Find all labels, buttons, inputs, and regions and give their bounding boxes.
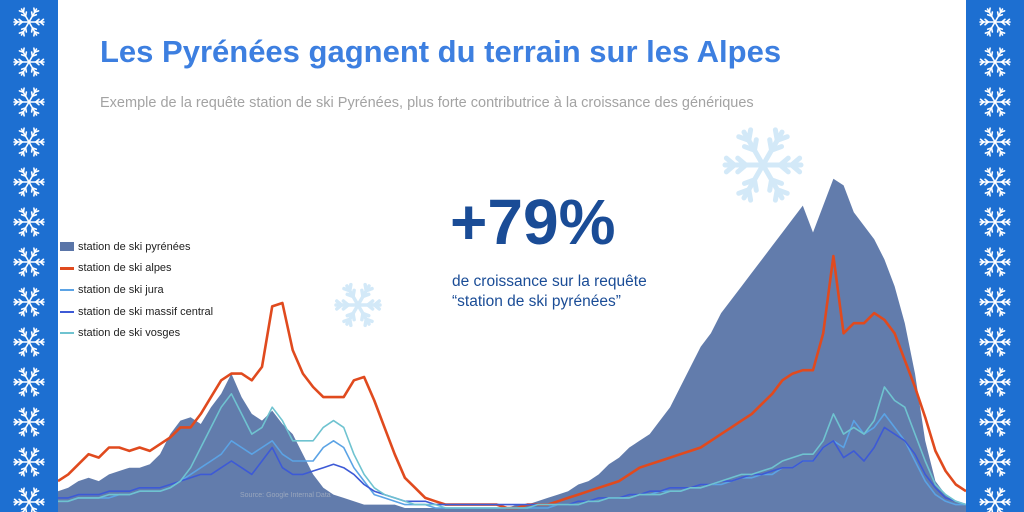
growth-description-line1: de croissance sur la requête (452, 273, 647, 290)
legend-swatch (60, 332, 74, 335)
legend-item: station de ski alpes (60, 258, 213, 280)
legend-label: station de ski massif central (78, 305, 214, 318)
legend-label: station de ski alpes (78, 262, 172, 275)
legend-label: station de ski pyrénées (78, 240, 191, 253)
page-title: Les Pyrénées gagnent du terrain sur les … (100, 34, 782, 69)
legend-item: station de ski pyrénées (60, 236, 213, 258)
legend-swatch (60, 242, 74, 252)
slide-main: Les Pyrénées gagnent du terrain sur les … (58, 0, 966, 512)
snowflake-icon (722, 127, 804, 203)
snowflake-border-left (0, 0, 58, 512)
legend-label: station de ski jura (78, 283, 164, 296)
legend-item: station de ski massif central (60, 301, 213, 323)
snowflake-icon (334, 282, 382, 328)
series-area-0 (58, 178, 966, 512)
chart-legend: station de ski pyrénées station de ski al… (60, 236, 213, 344)
snowflake-icon (13, 7, 45, 512)
growth-value: +79% (450, 186, 616, 258)
growth-description: de croissance sur la requête “station de… (452, 272, 647, 312)
legend-label: station de ski vosges (78, 327, 181, 340)
snowflake-icon (979, 7, 1011, 512)
page-subtitle: Exemple de la requête station de ski Pyr… (100, 95, 754, 111)
series-line-4 (58, 386, 966, 509)
legend-swatch (60, 310, 74, 313)
legend-item: station de ski jura (60, 279, 213, 301)
legend-swatch (60, 288, 74, 291)
legend-item: station de ski vosges (60, 322, 213, 344)
legend-swatch (60, 266, 74, 270)
area-chart (58, 178, 966, 512)
source-note: Source: Google Internal Data (240, 492, 331, 499)
series-line-3 (58, 426, 966, 506)
growth-description-line2: “station de ski pyrénées” (452, 293, 621, 310)
snowflake-border-right (966, 0, 1024, 512)
